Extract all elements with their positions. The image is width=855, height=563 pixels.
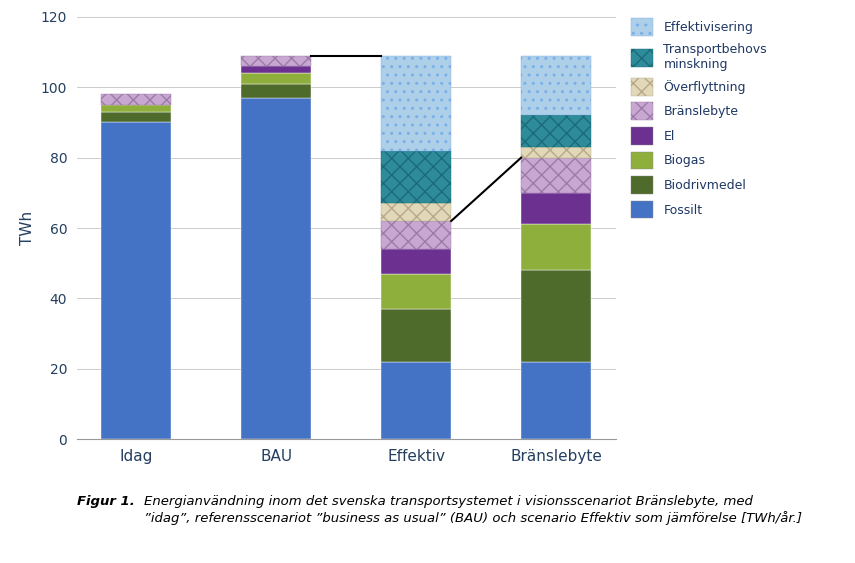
Bar — [381, 309, 451, 362]
Y-axis label: TWh: TWh — [21, 211, 35, 245]
Bar — [102, 105, 171, 112]
Bar — [381, 56, 451, 151]
Bar — [381, 249, 451, 274]
Bar — [241, 66, 311, 73]
Bar — [381, 274, 451, 309]
Bar — [522, 147, 591, 158]
Bar — [522, 225, 591, 270]
Bar — [241, 98, 311, 439]
Bar — [522, 115, 591, 147]
Bar — [102, 122, 171, 439]
Bar — [381, 362, 451, 439]
Text: Energianvändning inom det svenska transportsystemet i visionsscenariot Bränsleby: Energianvändning inom det svenska transp… — [144, 495, 802, 525]
Bar — [241, 56, 311, 66]
Bar — [522, 362, 591, 439]
Text: Figur 1.: Figur 1. — [77, 495, 135, 508]
Bar — [241, 84, 311, 98]
Bar — [522, 270, 591, 362]
Bar — [102, 94, 171, 105]
Bar — [381, 203, 451, 221]
Bar — [381, 221, 451, 249]
Bar — [522, 193, 591, 225]
Bar — [522, 56, 591, 115]
Bar — [241, 73, 311, 84]
Bar — [102, 112, 171, 122]
Bar — [522, 158, 591, 193]
Legend: Effektivisering, Transportbehovs
minskning, Överflyttning, Bränslebyte, El, Biog: Effektivisering, Transportbehovs minskni… — [628, 15, 771, 222]
Bar — [381, 150, 451, 203]
